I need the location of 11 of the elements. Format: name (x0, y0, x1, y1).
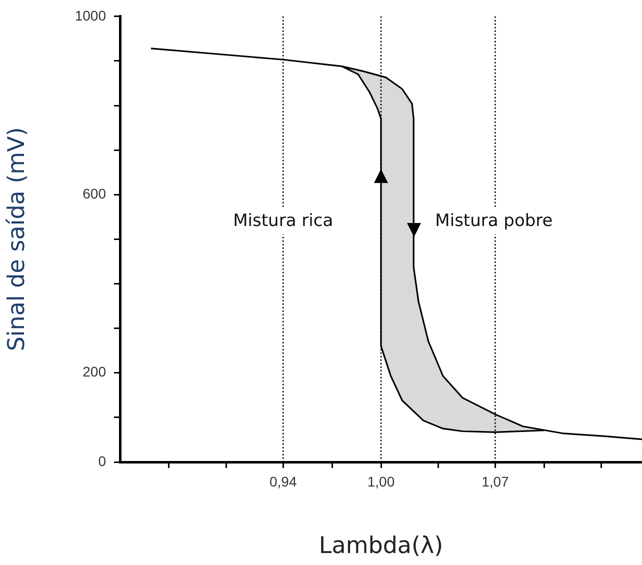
x-axis-title: Lambda(λ) (318, 533, 444, 560)
annotation: Mistura rica (233, 210, 334, 231)
y-tick-label: 1000 (74, 7, 106, 24)
y-tick-label: 200 (82, 364, 106, 380)
x-tick-label: 0,94 (270, 473, 297, 490)
y-tick-label: 0 (98, 452, 106, 469)
y-tick-label: 600 (82, 186, 106, 202)
x-tick-label: 1,00 (367, 473, 395, 490)
y-axis-title: Sinal de saída (mV) (4, 127, 30, 352)
annotation: Mistura pobre (435, 210, 553, 231)
x-tick-label: 1,07 (482, 473, 510, 490)
